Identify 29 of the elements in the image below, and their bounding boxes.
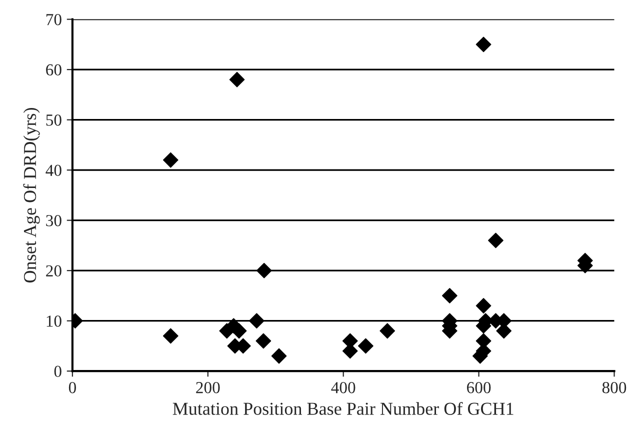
point (256, 333, 272, 349)
point (229, 72, 245, 88)
point (442, 288, 458, 304)
point (162, 328, 178, 344)
x-tick-label: 400 (331, 382, 356, 394)
y-tick-label: 50 (46, 114, 62, 126)
x-tick-label: 200 (196, 382, 220, 394)
y-tick-label: 10 (46, 316, 62, 327)
x-axis-title: Mutation Position Base Pair Number Of GCH1 (172, 402, 514, 415)
point (162, 152, 178, 168)
point (380, 323, 396, 339)
y-tick-label: 30 (46, 215, 62, 226)
y-tick-label: 40 (46, 164, 62, 176)
y-tick-label: 60 (46, 64, 62, 76)
point (476, 298, 492, 314)
point (488, 232, 504, 248)
point (256, 262, 272, 278)
point (358, 338, 374, 354)
point (248, 313, 264, 329)
y-axis-title: Onset Age Of DRD(yrs) (23, 108, 40, 282)
point (476, 36, 492, 52)
y-tick-label: 70 (46, 14, 62, 26)
point (271, 348, 287, 364)
y-tick-label: 20 (46, 265, 62, 277)
x-tick-label: 0 (68, 382, 76, 394)
point (231, 323, 247, 339)
x-tick-label: 600 (467, 382, 491, 394)
x-tick-label: 800 (602, 382, 626, 394)
y-tick-label: 0 (54, 366, 62, 378)
